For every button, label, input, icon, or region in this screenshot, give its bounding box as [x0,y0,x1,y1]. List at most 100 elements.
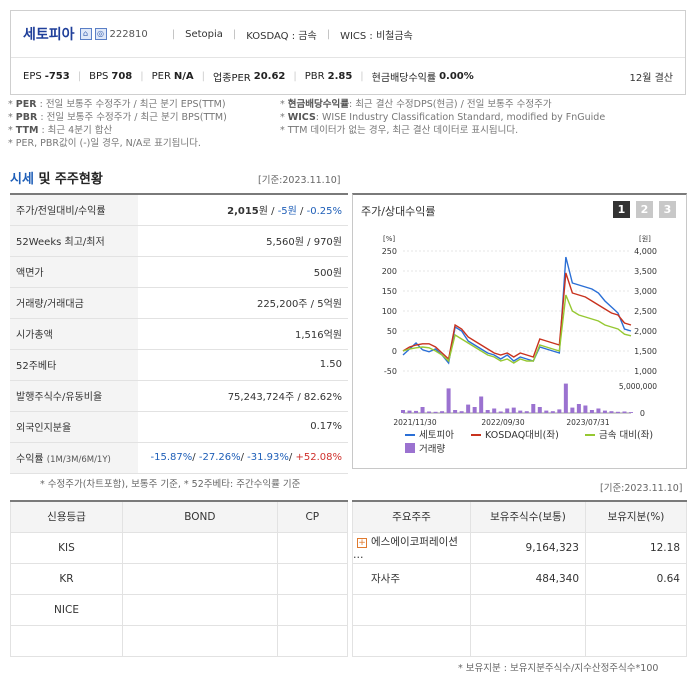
volume-bar [550,411,555,413]
section-title-rest: 및 주주현황 [33,172,103,187]
chart-page-1[interactable]: 1 [613,201,630,218]
volume-bar [440,411,445,413]
expand-icon[interactable]: + [357,538,367,548]
table-row [352,593,687,626]
company-header-top: 세토피아 ⌂ ◎ 222810 | Setopia | KOSDAQ : 금속 … [11,11,685,58]
y-left-tick: 200 [382,267,397,276]
quote-table: 주가/전일대비/수익률 2,015원 / -5원 / -0.25% 52Week… [10,193,348,474]
table-row: + 에스에이코퍼레이션 … 9,164,323 12.18 [352,531,687,564]
volume-bar [407,410,412,413]
volume-bar [576,404,581,413]
volume-bar [427,411,432,413]
chart-pager: 1 2 3 [613,201,676,218]
metric-dividend-key: 현금배당수익률 [371,72,437,84]
volume-bar [492,408,497,413]
volume-bar [596,408,601,413]
y-left-tick: 150 [382,287,397,296]
x-tick: 2023/07/31 [566,418,609,427]
company-header: 세토피아 ⌂ ◎ 222810 | Setopia | KOSDAQ : 금속 … [10,10,686,95]
volume-tick: 0 [640,409,645,418]
volume-bar [531,404,536,413]
note-line: * PBR : 전일 보통주 수정주가 / 최근 분기 BPS(TTM) [8,112,227,123]
chart-page-3[interactable]: 3 [659,201,676,218]
table-row: 시가총액 1,516억원 [10,318,348,350]
volume-bar [401,410,405,413]
credit-table: 신용등급 BOND CP KIS KR NICE [10,500,349,657]
volume-bar [602,410,607,413]
divider: | [77,70,82,82]
volume-bar [518,410,523,413]
company-name[interactable]: 세토피아 [23,27,75,43]
holders-table: 주요주주 보유주식수(보통) 보유지분(%) + 에스에이코퍼레이션 … 9,16… [352,500,687,657]
table-row: 주가/전일대비/수익률 2,015원 / -5원 / -0.25% [10,194,348,226]
legend-label: 금속 대비(좌) [599,430,653,441]
x-tick: 2021/11/30 [393,418,436,427]
volume-bar [479,396,484,413]
divider: | [140,70,144,82]
table-row: 발행주식수/유동비율 75,243,724주 / 82.62% [10,380,348,412]
metric-eps-value: -753 [44,70,70,82]
table-row: 수익률 (1M/3M/6M/1Y) -15.87%/ -27.26%/ -31.… [10,442,348,474]
holder-shares: 9,164,323 [470,531,586,564]
column-header: BOND [122,501,278,533]
column-header: 보유주식수(보통) [470,501,586,533]
price-label: 주가/전일대비/수익률 [10,194,138,226]
chart-page-2[interactable]: 2 [636,201,653,218]
section-title-blue: 시세 [10,172,34,187]
metric-pbr-key: PBR [304,70,325,82]
table-row: NICE [10,593,349,626]
chart-title: 주가/상대수익률 [361,205,436,218]
divider: | [201,70,206,82]
basis-date: [기준:2023.11.10] [258,175,341,186]
metric-industry-per-value: 20.62 [253,70,286,82]
y-left-tick: 0 [392,347,397,356]
price-chart-panel: 주가/상대수익률 1 2 3 250 4,000 200 3,500 150 3,000 1… [352,193,687,469]
note-line: * 현금배당수익률: 최근 결산 수정DPS(현금) / 전일 보통주 수정주가 [280,99,552,110]
volume-bar [583,405,588,413]
y-left-axis-label: [%] [383,235,395,243]
y-right-tick: 2,000 [634,327,657,336]
table-row: KR [10,562,349,595]
price-chart: 250 4,000 200 3,500 150 3,000 100 2,500 50 2,000 0… [382,234,658,455]
table-row: 52주베타 1.50 [10,349,348,381]
column-header: CP [276,501,349,533]
volume-bar [433,411,438,413]
legend-swatch [405,443,415,453]
note-line: * WICS: WISE Industry Classification Sta… [280,112,606,123]
holder-pct: 12.18 [585,531,687,564]
metrics-bar: EPS -753 | BPS 708 | PER N/A | 업종PER 20.… [11,58,685,94]
volume-bar [420,407,425,413]
table-row: 52Weeks 최고/최저 5,560원 / 970원 [10,225,348,257]
volume-bar [557,409,562,413]
return-values: -15.87%/ -27.26%/ -31.93%/ +52.08% [138,442,348,474]
volume-bar [524,411,529,413]
y-right-axis-label: [원] [639,234,651,243]
divider: | [171,28,176,40]
volume-bar [414,410,419,413]
notes-left: * PER : 전일 보통주 수정주가 / 최근 분기 EPS(TTM) * P… [8,98,227,150]
market-info: KOSDAQ : 금속 [246,30,317,42]
volume-bar [511,407,516,413]
divider: | [326,28,331,40]
volume-bar [505,408,510,413]
y-left-tick: 50 [387,327,397,336]
home-icon[interactable]: ⌂ [79,28,92,40]
holder-shares: 484,340 [470,562,586,595]
ir-icon[interactable]: ◎ [94,28,107,40]
y-right-tick: 1,500 [634,347,657,356]
volume-bar [609,411,614,413]
volume-bar [485,410,490,413]
series-line [402,294,632,364]
holders-footnote: * 보유지분 : 보유지분주식수/지수산정주식수*100 [458,663,659,674]
series-line [402,256,632,365]
volume-bar [629,412,633,413]
x-tick: 2022/09/30 [481,418,524,427]
english-name: Setopia [185,28,223,40]
holder-name[interactable]: + 에스에이코퍼레이션 … [352,531,471,564]
table-row: 자사주 484,340 0.64 [352,562,687,595]
note-line: * TTM : 최근 4분기 합산 [8,125,113,136]
metric-bps-value: 708 [111,70,133,82]
y-right-tick: 4,000 [634,247,657,256]
legend-label: 세토피아 [419,430,454,441]
volume-bar [446,388,451,413]
